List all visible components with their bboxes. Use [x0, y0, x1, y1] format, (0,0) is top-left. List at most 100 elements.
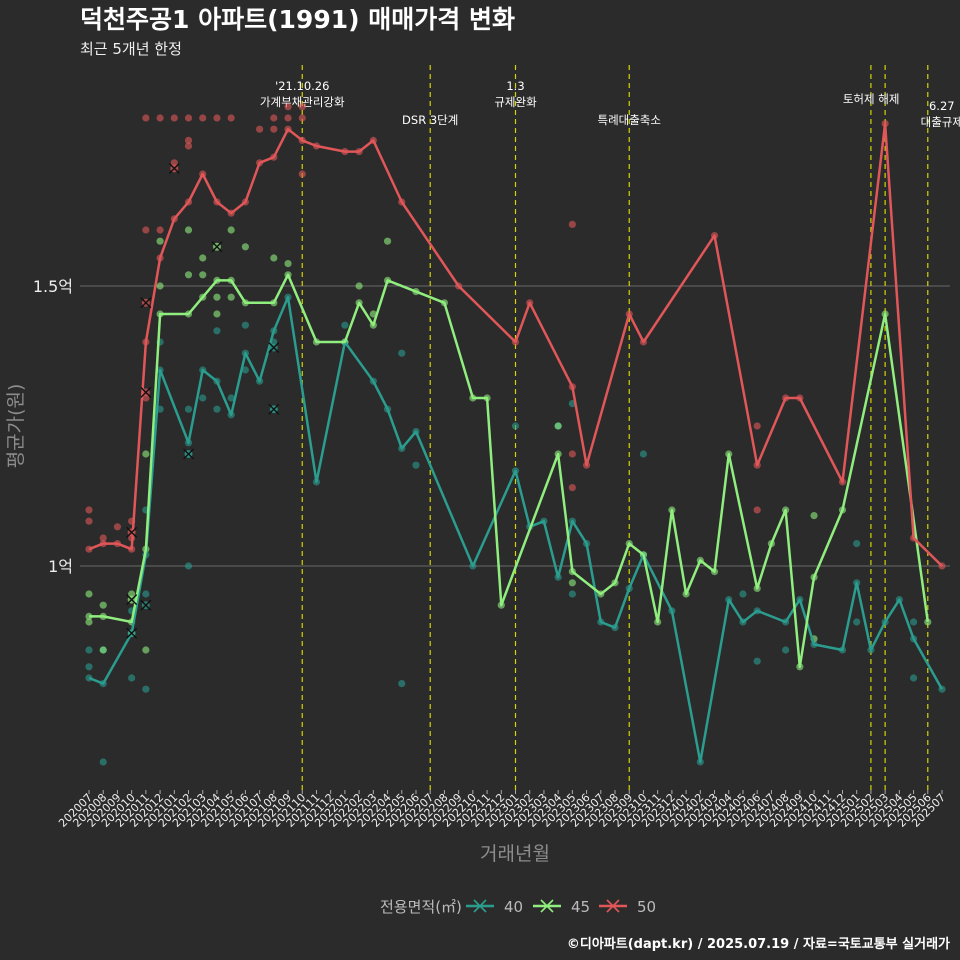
cross-marker — [268, 403, 280, 415]
data-point — [639, 450, 648, 458]
data-point — [199, 394, 207, 402]
data-point — [568, 590, 576, 598]
data-point — [99, 758, 107, 766]
x-axis-title: 거래년월 — [480, 843, 550, 865]
data-point — [383, 237, 392, 245]
cross-marker — [126, 627, 138, 639]
data-point — [298, 103, 306, 111]
data-point — [554, 422, 562, 430]
data-point — [142, 394, 150, 402]
data-point — [270, 114, 278, 122]
data-point — [568, 220, 576, 228]
x-axis-ticks: 2020072020082020092020102020112020122021… — [56, 790, 948, 830]
data-point — [113, 523, 122, 531]
data-point — [85, 590, 93, 598]
data-point — [142, 646, 150, 654]
legend-marker-40 — [473, 899, 487, 913]
data-point — [156, 282, 164, 290]
y-tick-label: 1억 — [48, 557, 73, 576]
cross-marker — [168, 162, 180, 174]
data-point — [184, 405, 193, 413]
data-point — [199, 114, 207, 122]
cross-x — [126, 526, 138, 538]
data-point — [909, 674, 918, 682]
series-line-45 — [89, 273, 930, 669]
data-point — [85, 618, 93, 626]
data-point — [270, 254, 278, 262]
data-point — [284, 114, 292, 122]
data-point — [184, 226, 193, 234]
data-point — [142, 685, 150, 693]
data-point — [853, 618, 861, 626]
cross-marker — [268, 342, 280, 354]
cross-x — [268, 403, 280, 415]
cross-x — [183, 448, 195, 460]
cross-marker — [140, 297, 152, 309]
data-point — [568, 484, 576, 492]
data-point — [341, 321, 349, 329]
data-point — [85, 506, 93, 514]
legend-label-45: 45 — [571, 898, 590, 916]
data-point — [170, 114, 178, 122]
data-point — [128, 590, 136, 598]
cross-x — [211, 241, 223, 253]
data-point — [156, 114, 164, 122]
event-label: '21.10.26 가계부채관리강화 — [260, 79, 345, 109]
data-point — [142, 450, 150, 458]
data-point — [753, 422, 761, 430]
data-point — [256, 125, 264, 133]
cross-marker — [140, 386, 152, 398]
legend-title: 전용면적(㎡) — [380, 898, 462, 916]
data-point — [156, 226, 164, 234]
data-point — [213, 327, 221, 335]
data-point — [99, 646, 107, 654]
event-label: 1.3 규제완화 — [494, 79, 537, 109]
data-point — [227, 226, 235, 234]
y-axis-title: 평균가(원) — [5, 384, 27, 469]
data-point — [184, 562, 193, 570]
event-label: 토허제 해제 — [843, 92, 900, 106]
data-point — [284, 103, 292, 111]
cross-marker — [126, 594, 138, 606]
data-point — [227, 293, 235, 301]
data-point — [568, 579, 576, 587]
data-point — [184, 271, 193, 279]
event-label: 6.27 대출규제 — [921, 99, 960, 129]
cross-marker — [183, 448, 195, 460]
data-point — [156, 237, 164, 245]
data-point — [782, 646, 790, 654]
data-point — [298, 114, 306, 122]
legend: 전용면적(㎡) 40 45 50 — [380, 898, 656, 916]
data-point — [810, 511, 818, 520]
data-point — [398, 349, 406, 357]
series-line-40 — [88, 295, 944, 764]
data-point — [128, 674, 136, 682]
series-line-50 — [88, 122, 943, 567]
data-point — [85, 646, 93, 654]
legend-marker-50 — [606, 899, 620, 913]
data-point — [184, 136, 193, 144]
data-point — [909, 618, 918, 626]
data-point — [213, 293, 221, 301]
data-point — [213, 310, 221, 318]
data-point — [241, 321, 249, 329]
cross-marker — [140, 599, 152, 611]
cross-x — [140, 599, 152, 611]
event-label: DSR 3단계 — [402, 113, 458, 127]
data-point — [99, 601, 107, 609]
data-point — [227, 394, 235, 402]
cross-x — [126, 627, 138, 639]
data-point — [753, 506, 761, 514]
data-point — [142, 114, 150, 122]
data-point — [753, 657, 761, 665]
data-point — [241, 366, 249, 374]
cross-marker — [211, 241, 223, 253]
data-point — [142, 590, 150, 598]
y-tick-label: 1.5억 — [33, 277, 73, 296]
data-point — [199, 271, 207, 279]
data-point — [213, 114, 221, 122]
data-point — [199, 254, 207, 262]
data-point — [270, 125, 278, 133]
cross-x — [140, 386, 152, 398]
legend-marker-45 — [540, 899, 554, 913]
